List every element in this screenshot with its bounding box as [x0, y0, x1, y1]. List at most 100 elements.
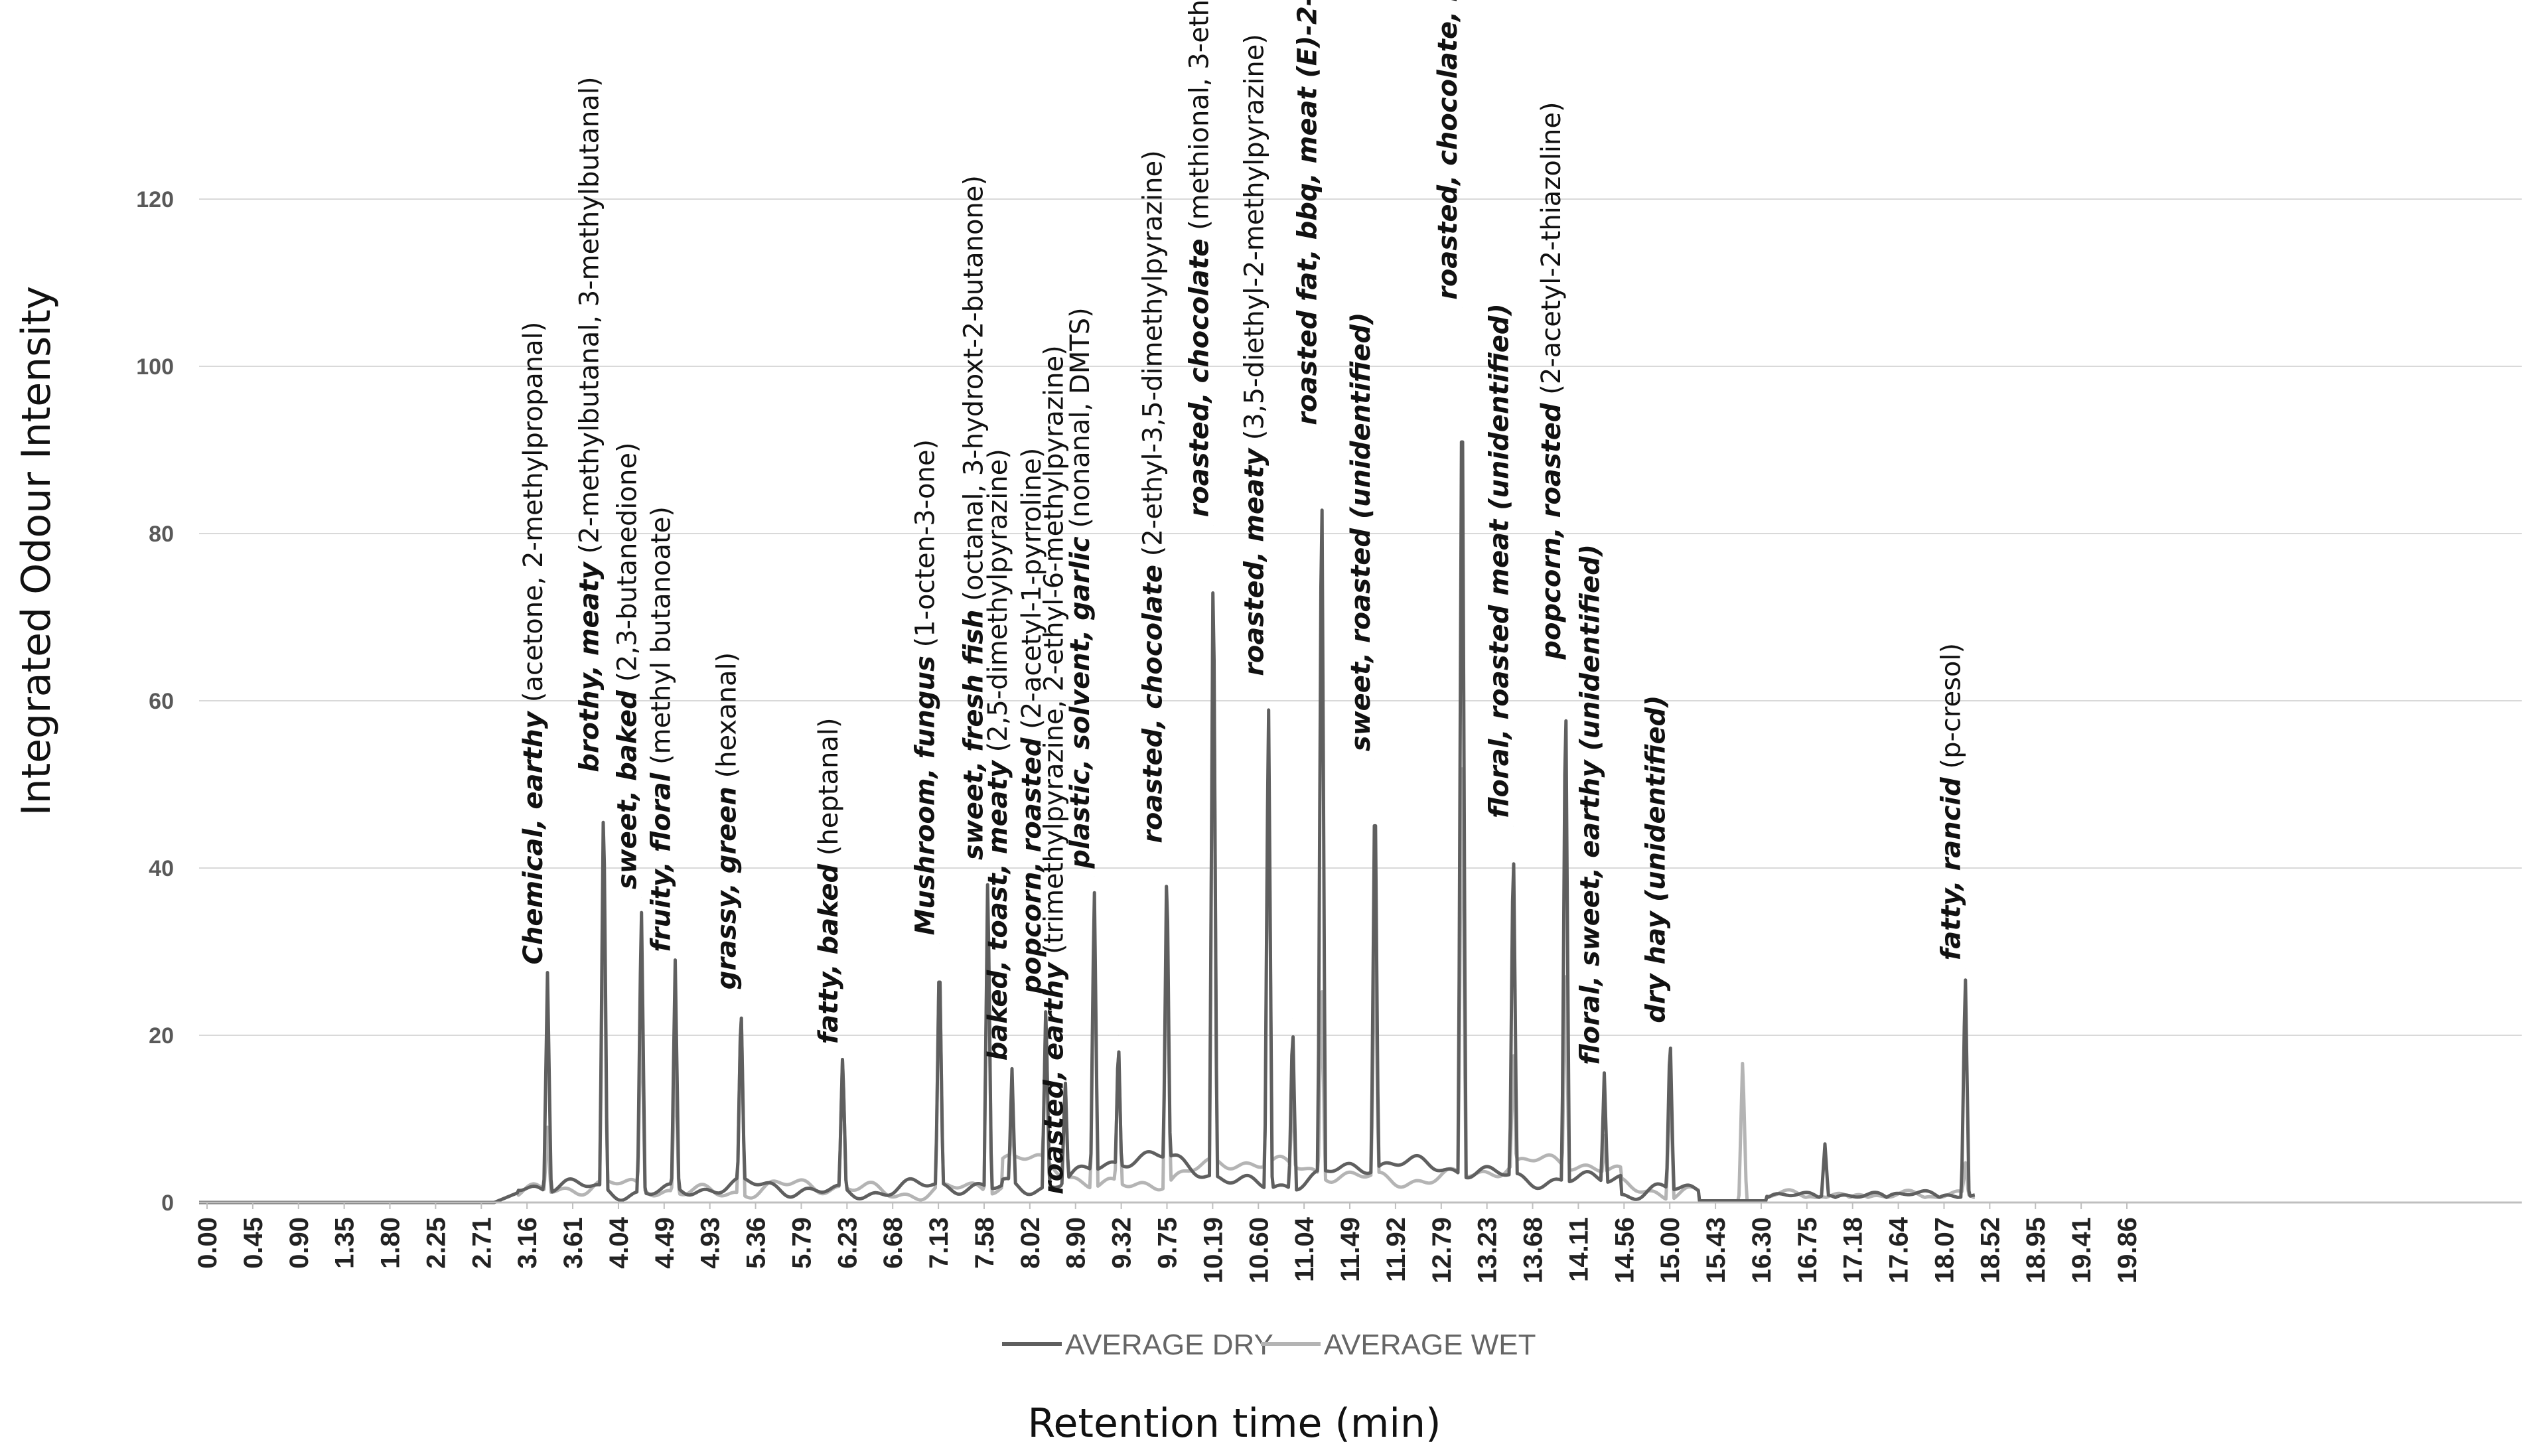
annotation-compound: (methional, 3-ethyl-2,5-dimethylpyrazine…	[1184, 0, 1214, 239]
peak-annotation: fruity, floral (methyl butanoate)	[646, 506, 677, 952]
annotation-compound: (2-acetyl-1-pyrroline)	[1017, 448, 1047, 738]
annotation-descriptor: sweet, fresh fish	[959, 610, 989, 861]
x-tick-label: 1.80	[376, 1217, 405, 1269]
peak-annotation: roasted, chocolate (2-ethyl-3,5-dimethyl…	[1137, 150, 1168, 843]
y-tick-label: 100	[136, 354, 174, 380]
annotation-descriptor: baked, toast, meaty	[983, 759, 1013, 1060]
grid-lines	[199, 198, 2522, 1036]
annotation-descriptor: popcorn, roasted	[1017, 737, 1047, 995]
annotation-compound: (2-acetyl-2-thiazoline)	[1536, 102, 1567, 403]
annotation-descriptor: roasted, meaty	[1239, 447, 1269, 676]
x-tick-label: 3.16	[513, 1217, 542, 1269]
annotation-compound: (3,5-diethyl-2-methylpyrazine)	[1239, 34, 1269, 449]
x-tick-label: 13.68	[1519, 1217, 1548, 1283]
annotation-descriptor: fatty, rancid	[1936, 777, 1966, 960]
annotation-compound: (trimethylpyrazine, 2-ethyl-6-methylpyra…	[1039, 345, 1070, 962]
x-tick-label: 4.49	[650, 1217, 680, 1269]
x-tick-label: 17.18	[1839, 1217, 1868, 1283]
annotation-descriptor: roasted, chocolate	[1137, 565, 1168, 843]
annotation-compound: (2-ethyl-3,5-dimethylpyrazine)	[1137, 150, 1168, 565]
peak-annotations: Chemical, earthy (acetone, 2-methylpropa…	[518, 0, 1966, 1195]
annotation-descriptor: grassy, green	[712, 786, 743, 989]
peak-annotation: roasted, chocolate (methional, 3-ethyl-2…	[1184, 0, 1214, 517]
annotation-compound: (2,5-dimethylpyrazine)	[983, 449, 1013, 761]
peak-annotation: floral, sweet, earthy (unidentified)	[1575, 544, 1606, 1065]
peak-annotation: roasted, earthy (trimethylpyrazine, 2-et…	[1039, 345, 1070, 1195]
legend-label-dry: AVERAGE DRY	[1065, 1329, 1273, 1361]
annotation-descriptor: popcorn, roasted	[1536, 403, 1567, 660]
x-tick-label: 8.02	[1016, 1217, 1045, 1269]
legend-label-wet: AVERAGE WET	[1324, 1329, 1536, 1361]
x-tick-label: 13.23	[1473, 1217, 1502, 1283]
y-axis-ticks: 0 20 40 60 80 100 120	[136, 187, 174, 1216]
peak-annotation: floral, roasted meat (unidentified)	[1484, 303, 1514, 818]
x-tick-label: 5.79	[787, 1217, 816, 1269]
x-tick-label: 10.60	[1244, 1217, 1273, 1283]
y-tick-label: 80	[149, 522, 174, 547]
peak-annotation: sweet, fresh fish (octanal, 3-hydroxt-2-…	[959, 175, 989, 860]
annotation-compound: (p-cresol)	[1936, 643, 1966, 777]
x-tick-label: 2.71	[467, 1217, 496, 1269]
x-tick-label: 9.32	[1108, 1217, 1137, 1269]
peak-annotation: roasted fat, bbq, meat (E)-2-nonenal)	[1293, 0, 1323, 425]
y-tick-label: 20	[149, 1023, 174, 1049]
x-tick-label: 16.75	[1793, 1217, 1822, 1283]
peak-annotation: roasted, chocolate, honeysuckle (3-isope…	[1433, 0, 1463, 300]
x-tick-label: 0.90	[285, 1217, 314, 1269]
annotation-descriptor: floral, roasted meat (unidentified)	[1484, 303, 1514, 818]
x-tick-label: 0.45	[239, 1217, 268, 1269]
annotation-compound: (octanal, 3-hydroxt-2-butanone)	[959, 175, 989, 610]
x-tick-label: 14.56	[1610, 1217, 1639, 1283]
peak-annotation: grassy, green (hexanal)	[712, 652, 743, 990]
x-axis-title: Retention time (min)	[1028, 1400, 1441, 1447]
annotation-descriptor: plastic, solvent, garlic	[1065, 536, 1096, 869]
y-tick-label: 40	[149, 856, 174, 881]
annotation-descriptor: dry hay (unidentified)	[1641, 695, 1672, 1023]
x-tick-label: 11.92	[1382, 1217, 1411, 1282]
peak-annotation: roasted, meaty (3,5-diethyl-2-methylpyra…	[1239, 34, 1269, 676]
x-tick-label: 11.49	[1336, 1217, 1365, 1282]
x-tick-label: 15.00	[1656, 1217, 1685, 1283]
annotation-compound: (methyl butanoate)	[646, 506, 677, 773]
annotation-compound: (heptanal)	[814, 717, 844, 863]
annotation-descriptor: sweet, baked	[612, 690, 642, 889]
x-tick-label: 19.86	[2113, 1217, 2142, 1283]
x-tick-label: 18.95	[2021, 1217, 2051, 1283]
x-tick-label: 9.75	[1153, 1217, 1183, 1269]
x-tick-label: 11.04	[1290, 1216, 1319, 1282]
x-tick-label: 1.35	[330, 1217, 360, 1269]
annotation-compound: (acetone, 2-methylpropanal)	[518, 322, 549, 702]
annotation-compound: (hexanal)	[712, 652, 743, 786]
x-tick-label: 16.30	[1747, 1217, 1776, 1283]
x-tick-label: 4.04	[605, 1216, 634, 1269]
annotation-descriptor: fruity, floral	[646, 772, 677, 952]
x-tick-label: 5.36	[742, 1217, 771, 1269]
annotation-compound: (1-octen-3-one)	[910, 439, 941, 656]
annotation-descriptor: Mushroom, fungus	[910, 656, 941, 935]
x-tick-label: 17.64	[1885, 1216, 1914, 1283]
y-axis-title: Integrated Odour Intensity	[13, 286, 60, 816]
annotation-descriptor: roasted, chocolate	[1184, 239, 1214, 518]
peak-annotation: Mushroom, fungus (1-octen-3-one)	[910, 439, 941, 935]
y-tick-label: 60	[149, 689, 174, 714]
x-tick-label: 4.93	[696, 1217, 725, 1269]
annotation-descriptor: brothy, meaty	[575, 561, 605, 772]
annotation-descriptor: Chemical, earthy	[518, 702, 549, 964]
x-tick-label: 15.43	[1701, 1217, 1731, 1283]
peak-annotation: plastic, solvent, garlic (nonanal, DMTS)	[1065, 307, 1096, 869]
x-tick-label: 7.13	[924, 1217, 954, 1269]
annotation-compound: (nonanal, DMTS)	[1065, 307, 1096, 536]
x-tick-label: 6.23	[833, 1217, 862, 1269]
x-tick-label: 3.61	[559, 1217, 588, 1269]
peak-annotation: sweet, roasted (unidentified)	[1346, 313, 1376, 752]
annotation-compound: (2-methylbutanal, 3-methylbutanal)	[575, 76, 605, 562]
x-tick-label: 0.00	[193, 1217, 222, 1269]
peak-annotation: Chemical, earthy (acetone, 2-methylpropa…	[518, 322, 549, 965]
peak-annotation: sweet, baked (2,3-butanedione)	[612, 442, 642, 889]
x-tick-label: 6.68	[879, 1217, 908, 1269]
peak-annotation: popcorn, roasted (2-acetyl-1-pyrroline)	[1017, 448, 1047, 995]
x-tick-label: 19.41	[2067, 1217, 2096, 1283]
x-axis-ticks: 0.00 0.45 0.90 1.35 1.80 2.25 2.71 3.16 3.61 4.04…	[193, 1202, 2142, 1283]
x-tick-label: 18.52	[1976, 1217, 2005, 1283]
